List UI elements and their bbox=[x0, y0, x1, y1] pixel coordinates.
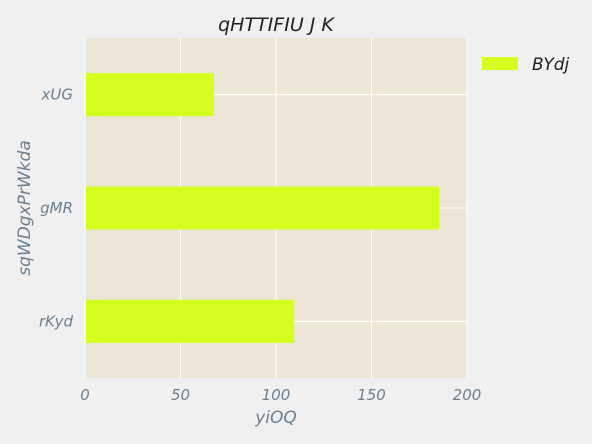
bar-xUG bbox=[86, 73, 214, 117]
y-axis-label: sqWDgxPrWkda bbox=[15, 140, 35, 276]
y-tick-label: gMR bbox=[40, 199, 73, 217]
bar-gMR bbox=[86, 186, 440, 230]
bar-rKyd bbox=[86, 299, 295, 343]
y-tick-label: rKyd bbox=[39, 312, 73, 330]
x-tick-label: 50 bbox=[171, 386, 190, 404]
y-tick-label: xUG bbox=[41, 86, 73, 104]
x-tick-label: 0 bbox=[80, 386, 90, 404]
chart-title: qHTTIFIU J K bbox=[218, 14, 335, 36]
x-axis-label: yiOQ bbox=[254, 408, 297, 428]
x-tick-label: 150 bbox=[357, 386, 386, 404]
legend-swatch bbox=[482, 57, 518, 70]
bars bbox=[86, 73, 440, 343]
legend-label: BYdj bbox=[532, 55, 570, 75]
tick-labels: 0 50 100 150 200 rKyd gMR xUG bbox=[39, 86, 481, 404]
legend: BYdj bbox=[482, 55, 570, 75]
x-tick-label: 200 bbox=[453, 386, 482, 404]
x-tick-label: 100 bbox=[262, 386, 291, 404]
